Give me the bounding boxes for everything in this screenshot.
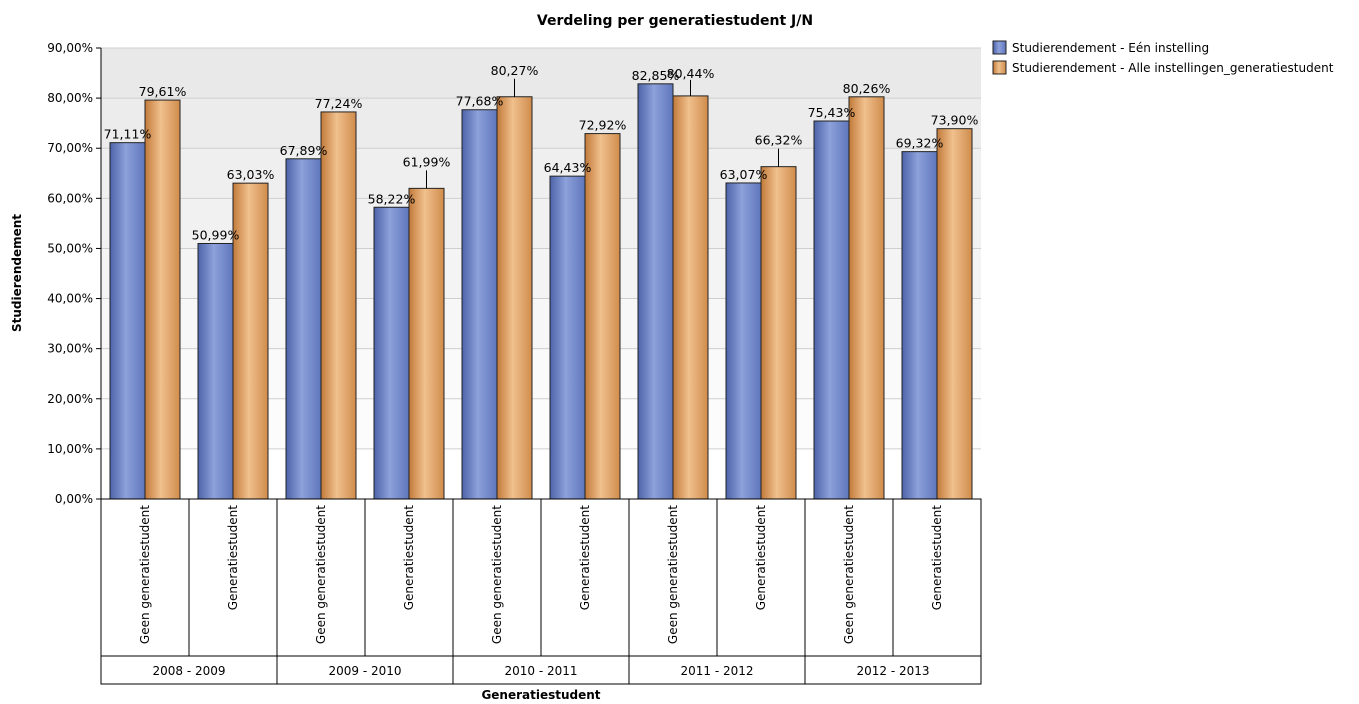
x-group-label: 2009 - 2010 (328, 664, 401, 678)
bar-alle-instellingen (760, 166, 797, 500)
data-label: 80,26% (843, 81, 891, 96)
bar-een-instelling (549, 175, 586, 500)
x-category-label: Generatiestudent (578, 505, 592, 611)
data-label: 61,99% (403, 154, 451, 169)
data-label: 69,32% (896, 136, 944, 151)
bars (109, 83, 973, 500)
plot-band (101, 48, 981, 99)
x-group-label: 2011 - 2012 (680, 664, 753, 678)
bar-alle-instellingen (144, 99, 181, 500)
x-category-label: Geen generatiestudent (138, 505, 152, 644)
y-tick-label: 30,00% (47, 342, 93, 356)
data-label: 63,03% (227, 167, 275, 182)
data-label: 64,43% (544, 160, 592, 175)
legend-swatch (992, 60, 1007, 75)
x-category-label: Generatiestudent (930, 505, 944, 611)
bar-alle-instellingen (848, 96, 885, 500)
bar-alle-instellingen (584, 133, 621, 500)
y-axis-ticks: 0,00% 10,00% 20,00% 30,00% 40,00% 50,00% 60,00… (47, 41, 102, 506)
bar-een-instelling (109, 142, 146, 500)
legend: Studierendement - Eén instelling Studiere… (992, 40, 1334, 75)
data-label: 82,85% (632, 68, 680, 83)
bar-alle-instellingen (672, 95, 709, 500)
data-labels: 71,11% 50,99% 67,89% 58,22% 77,68% 64,43% 82,8… (104, 63, 979, 243)
data-label: 63,07% (720, 167, 768, 182)
data-label: 71,11% (104, 127, 152, 142)
bar-een-instelling (725, 182, 762, 500)
y-tick-label: 70,00% (47, 141, 93, 155)
x-category-label: Generatiestudent (754, 505, 768, 611)
bar-alle-instellingen (496, 96, 533, 500)
data-label: 80,44% (667, 66, 715, 81)
x-group-label: 2010 - 2011 (504, 664, 577, 678)
bar-een-instelling (637, 83, 674, 500)
data-label: 58,22% (368, 191, 416, 206)
x-category-label: Generatiestudent (402, 505, 416, 611)
bar-een-instelling (285, 158, 322, 500)
x-category-label: Geen generatiestudent (666, 505, 680, 644)
x-category-label: Generatiestudent (226, 505, 240, 611)
data-label: 50,99% (192, 227, 240, 242)
chart-title: Verdeling per generatiestudent J/N (537, 13, 813, 29)
x-category-label: Geen generatiestudent (314, 505, 328, 644)
y-tick-label: 0,00% (55, 492, 93, 506)
y-tick-label: 80,00% (47, 91, 93, 105)
bar-alle-instellingen (408, 187, 445, 500)
legend-entry: Studierendement - Eén instelling (1012, 41, 1209, 55)
data-label: 79,61% (139, 84, 187, 99)
legend-swatch (992, 40, 1007, 55)
bar-alle-instellingen (232, 182, 269, 500)
y-tick-label: 60,00% (47, 191, 93, 205)
y-tick-label: 10,00% (47, 442, 93, 456)
bar-alle-instellingen (936, 128, 973, 500)
legend-entry: Studierendement - Alle instellingen_gene… (1012, 61, 1334, 75)
bar-een-instelling (197, 242, 234, 500)
y-tick-label: 90,00% (47, 41, 93, 55)
bar-een-instelling (813, 120, 850, 500)
bar-een-instelling (373, 206, 410, 500)
x-axis-title: Generatiestudent (481, 688, 600, 702)
data-label: 67,89% (280, 143, 328, 158)
data-label: 80,27% (491, 63, 539, 78)
bar-alle-instellingen (320, 111, 357, 500)
x-category-label: Geen generatiestudent (842, 505, 856, 644)
data-label: 77,24% (315, 96, 363, 111)
y-tick-label: 50,00% (47, 241, 93, 255)
y-tick-label: 20,00% (47, 392, 93, 406)
data-label: 66,32% (755, 133, 803, 148)
y-tick-label: 40,00% (47, 292, 93, 306)
bar-een-instelling (461, 109, 498, 500)
y-axis-title: Studierendement (10, 214, 24, 332)
x-group-label: 2012 - 2013 (856, 664, 929, 678)
data-label: 72,92% (579, 118, 627, 133)
data-label: 77,68% (456, 94, 504, 109)
data-label: 75,43% (808, 105, 856, 120)
x-category-label: Geen generatiestudent (490, 505, 504, 644)
data-label: 73,90% (931, 113, 979, 128)
bar-een-instelling (901, 151, 938, 500)
x-axis-categories: Geen generatiestudent Generatiestudent Gee… (100, 498, 982, 685)
x-group-label: 2008 - 2009 (152, 664, 225, 678)
